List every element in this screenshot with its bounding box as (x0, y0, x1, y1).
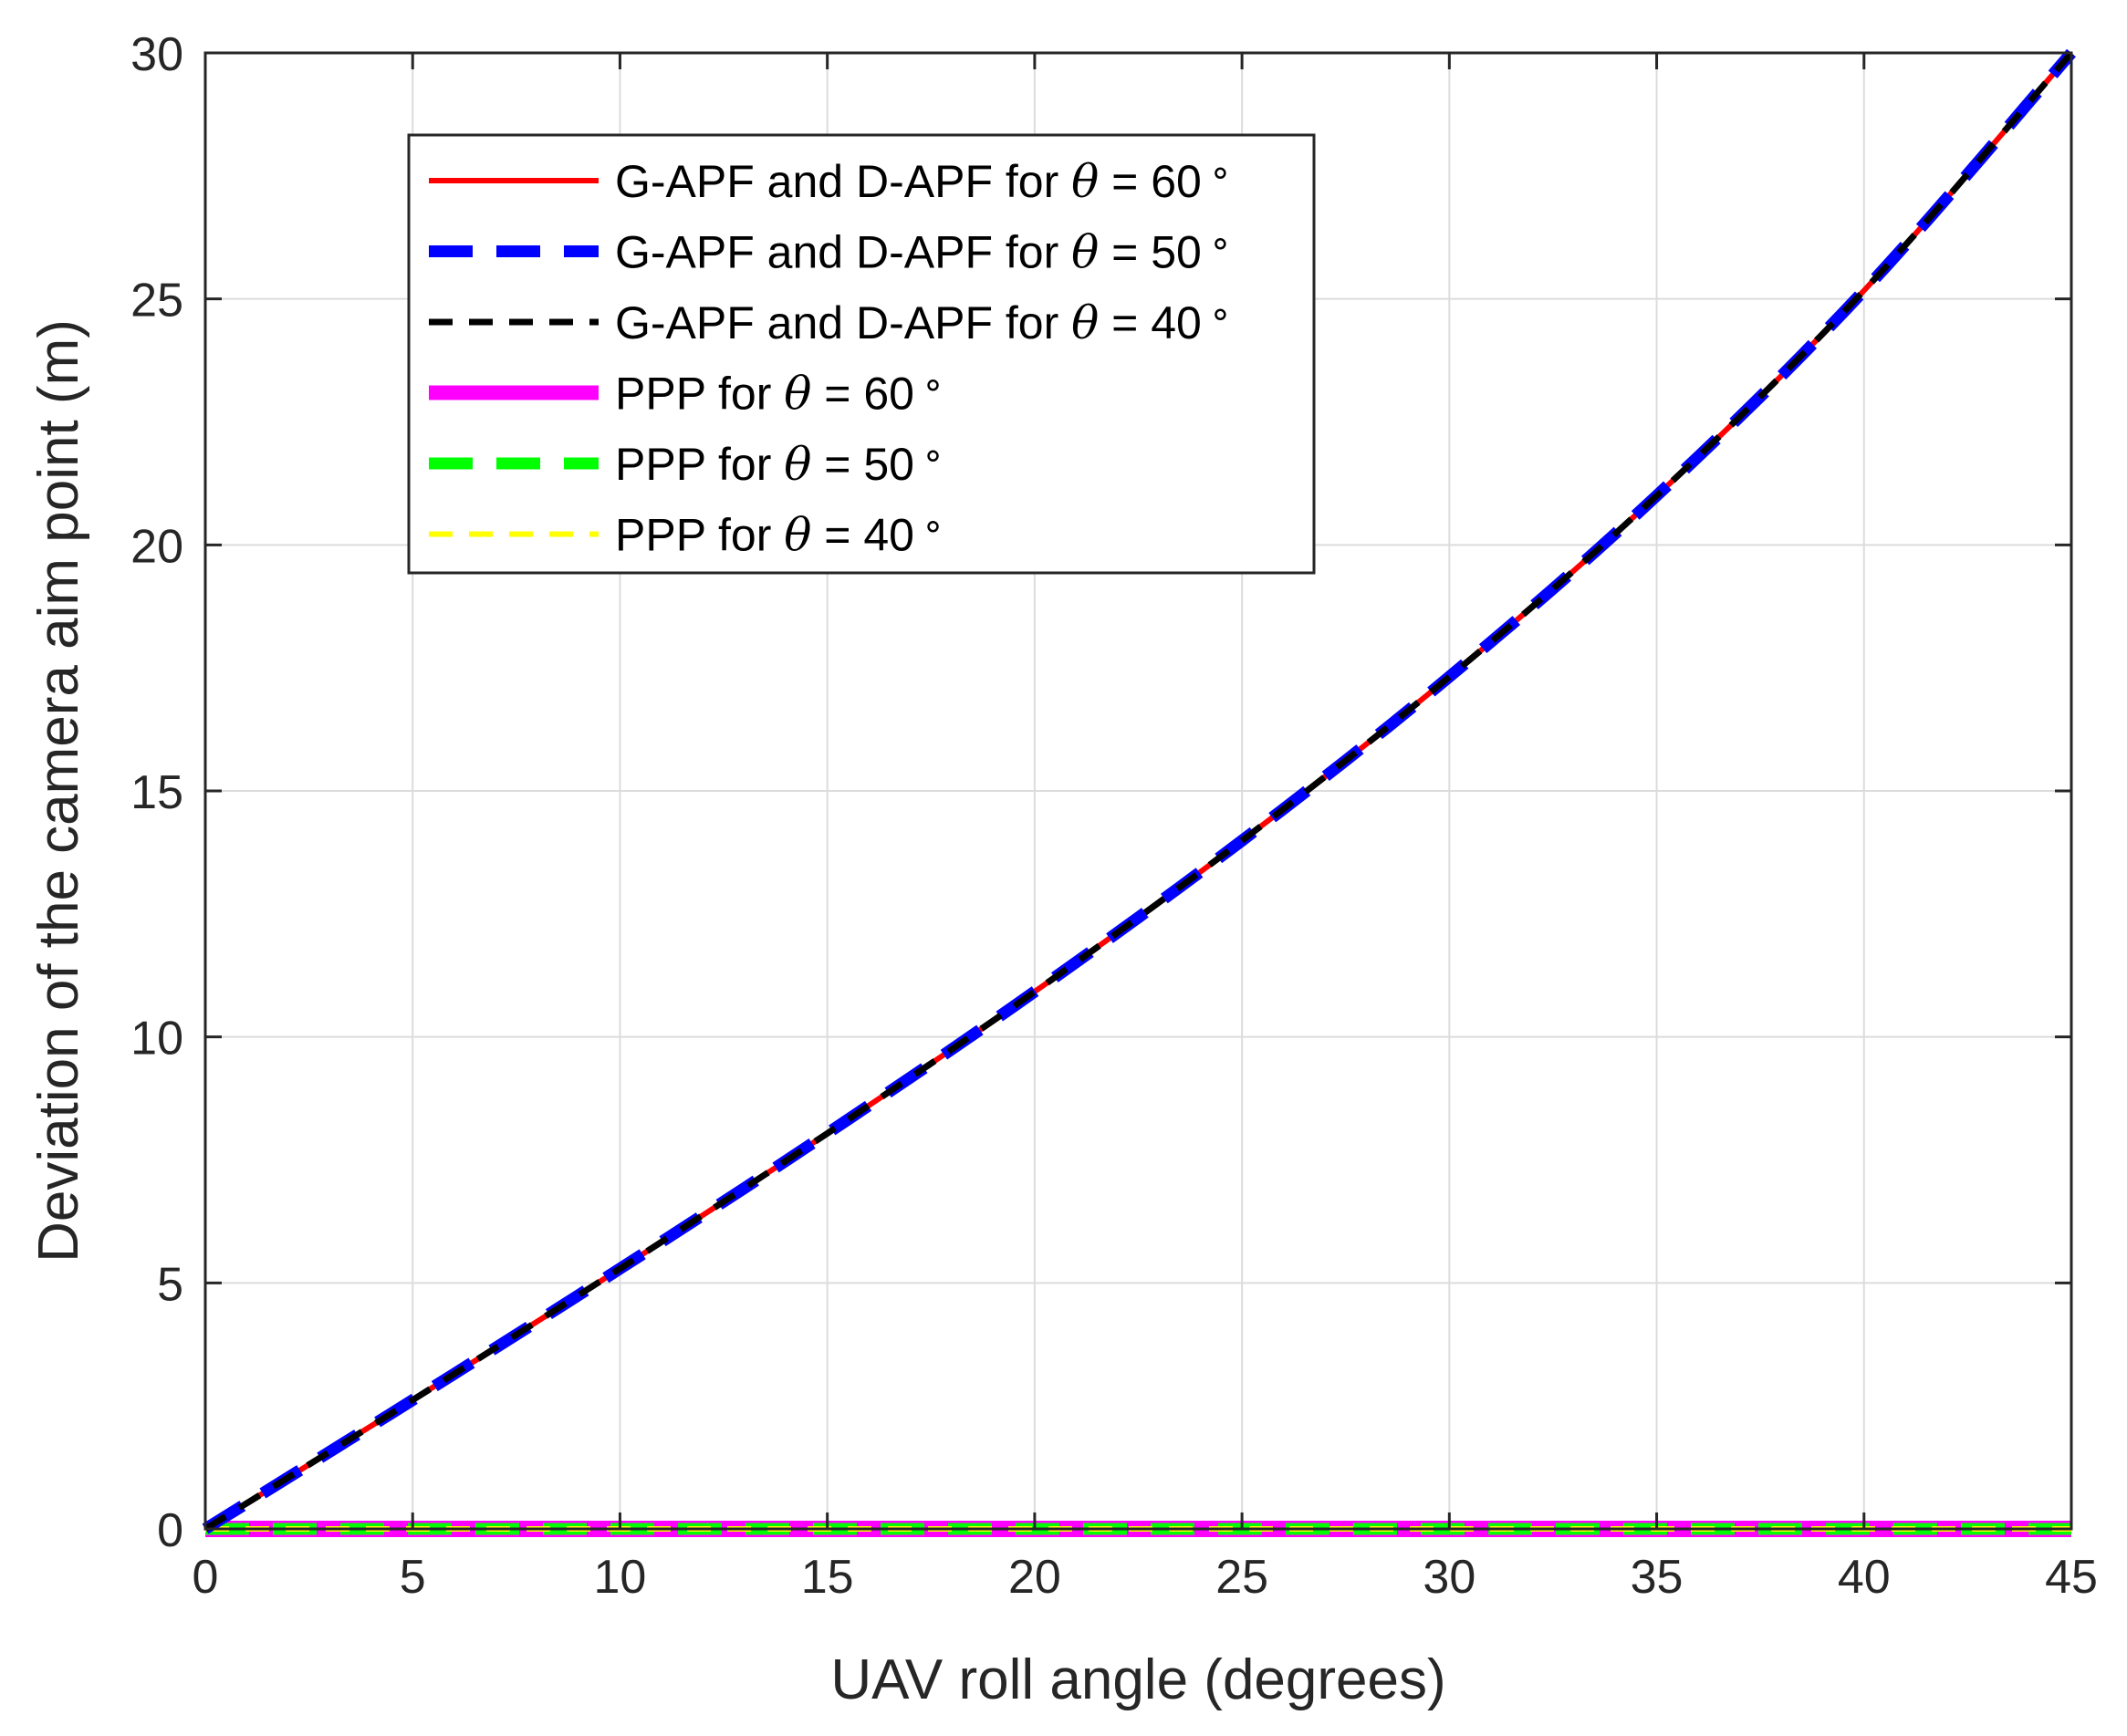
legend-equals: = (1099, 156, 1151, 207)
x-tick-label: 35 (1631, 1551, 1684, 1604)
legend-box (407, 133, 1316, 575)
y-tick-label: 30 (130, 28, 183, 81)
y-tick-labels: 0 5 10 15 20 25 30 (130, 28, 183, 1557)
legend: G-APF and D-APF for θ = 60 ∘G-APF and D-A… (407, 133, 1316, 575)
legend-theta-value: 40 (863, 510, 914, 561)
y-tick-label: 20 (130, 520, 183, 573)
legend-label-3: PPP for θ = 60 ∘ (615, 365, 944, 421)
x-tick-label: 40 (1838, 1551, 1891, 1604)
legend-equals: = (811, 369, 863, 420)
legend-theta-symbol: θ (1071, 296, 1099, 349)
x-tick-label: 10 (594, 1551, 647, 1604)
x-tick-label: 20 (1008, 1551, 1061, 1604)
y-tick-label: 5 (157, 1258, 183, 1311)
legend-name: G-APF and D-APF for (615, 227, 1071, 278)
legend-theta-symbol: θ (784, 438, 811, 491)
legend-equals: = (1099, 297, 1151, 348)
x-axis-title: UAV roll angle (degrees) (830, 1648, 1445, 1711)
x-tick-label: 30 (1423, 1551, 1475, 1604)
x-tick-labels: 0 5 10 15 20 25 30 35 40 45 (193, 1551, 2098, 1604)
legend-label-2: G-APF and D-APF for θ = 40 ∘ (615, 294, 1232, 349)
legend-name: PPP for (615, 369, 784, 420)
legend-label-0: G-APF and D-APF for θ = 60 ∘ (615, 152, 1232, 208)
x-tick-label: 15 (801, 1551, 854, 1604)
series-line-2 (203, 50, 2074, 1532)
legend-equals: = (811, 510, 863, 561)
legend-theta-symbol: θ (1071, 155, 1099, 208)
legend-theta-value: 50 (1151, 227, 1202, 278)
legend-theta-value: 40 (1151, 297, 1202, 348)
legend-theta-symbol: θ (784, 368, 811, 421)
x-tick-label: 0 (193, 1551, 219, 1604)
legend-theta-value: 60 (1151, 156, 1202, 207)
y-tick-label: 15 (130, 766, 183, 819)
legend-label-4: PPP for θ = 50 ∘ (615, 435, 944, 491)
legend-degree: ∘ (922, 506, 944, 546)
y-tick-label: 10 (130, 1013, 183, 1066)
legend-degree: ∘ (1209, 152, 1232, 192)
legend-theta-symbol: θ (1071, 226, 1099, 279)
legend-degree: ∘ (922, 435, 944, 475)
legend-degree: ∘ (1209, 294, 1232, 334)
legend-theta-symbol: θ (784, 509, 811, 562)
y-axis-title: Deviation of the camera aim point (m) (27, 319, 90, 1263)
x-tick-label: 5 (400, 1551, 426, 1604)
legend-name: G-APF and D-APF for (615, 156, 1071, 207)
legend-name: PPP for (615, 510, 784, 561)
legend-degree: ∘ (922, 365, 944, 405)
y-tick-label: 25 (130, 275, 183, 327)
legend-name: G-APF and D-APF for (615, 297, 1071, 348)
legend-name: PPP for (615, 439, 784, 490)
legend-equals: = (811, 439, 863, 490)
x-tick-label: 45 (2045, 1551, 2098, 1604)
legend-equals: = (1099, 227, 1151, 278)
legend-theta-value: 60 (863, 369, 914, 420)
legend-label-1: G-APF and D-APF for θ = 50 ∘ (615, 223, 1232, 279)
axis-ticks (203, 51, 2073, 1531)
legend-degree: ∘ (1209, 223, 1232, 264)
legend-theta-value: 50 (863, 439, 914, 490)
legend-label-5: PPP for θ = 40 ∘ (615, 506, 944, 562)
x-tick-label: 25 (1215, 1551, 1268, 1604)
y-tick-label: 0 (157, 1504, 183, 1557)
